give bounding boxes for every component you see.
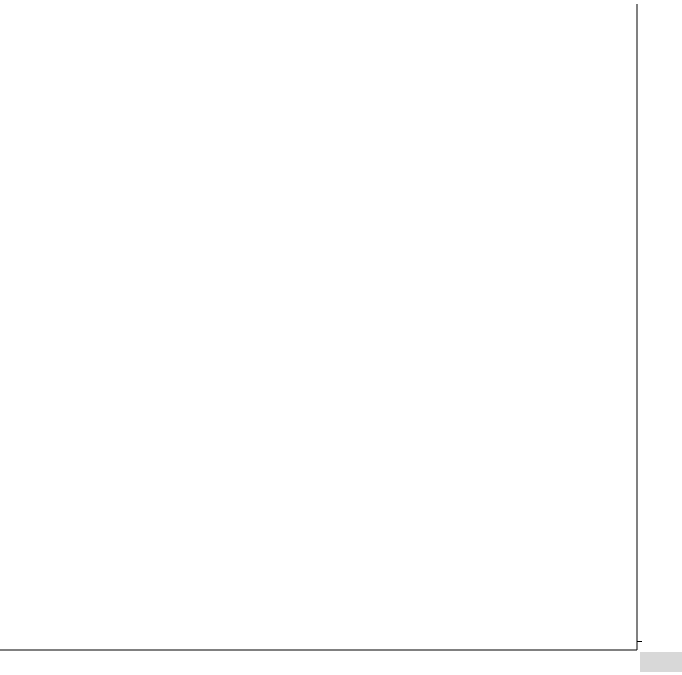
price-chart (0, 0, 682, 675)
chart-bg (0, 0, 682, 675)
chart-container (0, 0, 682, 675)
axis-corner (640, 652, 682, 672)
